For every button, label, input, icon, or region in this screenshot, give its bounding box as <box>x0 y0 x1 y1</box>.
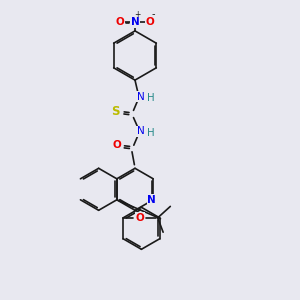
Text: N: N <box>130 17 140 27</box>
Text: S: S <box>112 104 120 118</box>
Text: O: O <box>116 17 124 27</box>
Text: +: + <box>134 10 141 19</box>
Text: N: N <box>136 92 144 102</box>
Text: -: - <box>152 9 155 20</box>
Text: N: N <box>147 195 156 205</box>
Text: O: O <box>146 17 154 27</box>
Text: O: O <box>112 140 122 150</box>
Text: H: H <box>147 93 155 103</box>
Text: H: H <box>147 128 155 138</box>
Text: N: N <box>136 126 144 136</box>
Text: O: O <box>135 213 144 223</box>
